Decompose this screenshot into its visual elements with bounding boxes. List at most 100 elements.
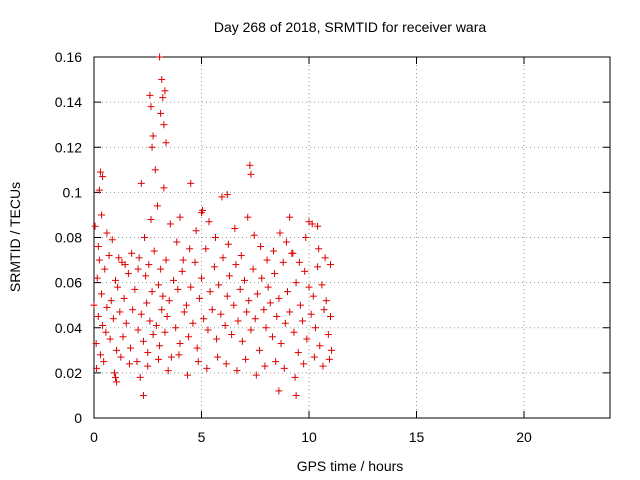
data-point xyxy=(127,344,135,352)
data-point xyxy=(155,281,162,289)
data-point xyxy=(189,319,197,327)
data-point xyxy=(142,272,150,280)
data-point xyxy=(200,315,208,323)
y-tick-label: 0.1 xyxy=(63,184,83,200)
data-point xyxy=(187,179,195,187)
data-point xyxy=(161,328,169,336)
data-point xyxy=(108,236,116,244)
x-tick-label: 5 xyxy=(198,429,206,445)
data-point xyxy=(98,211,106,219)
data-point xyxy=(202,245,210,253)
data-point xyxy=(149,331,157,339)
data-point xyxy=(106,335,114,343)
data-point xyxy=(214,353,222,361)
data-point xyxy=(184,371,192,379)
data-point xyxy=(289,249,297,257)
data-point xyxy=(109,315,117,323)
data-point xyxy=(286,308,294,316)
data-point xyxy=(309,292,317,300)
data-point xyxy=(324,331,332,339)
data-point xyxy=(159,94,167,102)
y-tick-label: 0.06 xyxy=(55,275,82,291)
data-point xyxy=(137,310,145,318)
data-point xyxy=(113,346,121,354)
x-tick-label: 15 xyxy=(409,429,425,445)
data-point xyxy=(94,243,102,251)
data-point xyxy=(99,321,107,329)
data-point xyxy=(245,297,253,305)
data-point xyxy=(319,362,327,370)
data-point xyxy=(166,220,174,228)
data-point xyxy=(320,306,328,314)
data-point xyxy=(256,346,264,354)
data-point xyxy=(303,335,311,343)
data-point xyxy=(144,362,152,370)
data-point xyxy=(257,243,265,251)
data-point xyxy=(125,360,133,368)
data-point xyxy=(156,53,164,61)
data-point xyxy=(315,245,323,253)
data-point xyxy=(102,328,110,336)
data-point xyxy=(162,256,170,264)
data-point xyxy=(281,319,289,327)
data-point xyxy=(96,351,104,359)
data-point xyxy=(198,209,205,217)
data-point xyxy=(158,76,166,84)
y-tick-label: 0 xyxy=(74,410,82,426)
data-point xyxy=(159,292,167,300)
data-point xyxy=(305,218,313,226)
data-point xyxy=(167,353,175,361)
data-point xyxy=(174,285,182,293)
data-point xyxy=(139,337,147,345)
data-point xyxy=(137,179,145,187)
data-point xyxy=(237,252,245,260)
data-point xyxy=(176,213,184,221)
data-point xyxy=(286,213,294,221)
x-tick-label: 20 xyxy=(516,429,532,445)
data-point xyxy=(222,360,230,368)
data-point xyxy=(148,288,156,296)
data-point xyxy=(149,132,157,140)
data-point xyxy=(172,324,180,332)
data-point xyxy=(160,184,168,192)
data-point xyxy=(270,247,278,255)
data-point xyxy=(161,87,169,95)
data-point xyxy=(145,261,153,269)
data-point xyxy=(228,331,236,339)
data-point xyxy=(193,344,201,352)
data-point xyxy=(327,261,334,269)
data-point xyxy=(280,364,288,372)
data-point xyxy=(231,224,239,232)
data-point xyxy=(247,326,255,334)
data-point xyxy=(133,358,141,366)
data-point xyxy=(119,333,127,341)
data-point xyxy=(282,238,290,246)
data-point xyxy=(243,308,251,316)
data-point xyxy=(107,297,115,305)
x-tick-label: 0 xyxy=(90,429,98,445)
data-point xyxy=(185,333,193,341)
y-tick-label: 0.08 xyxy=(55,230,82,246)
data-point xyxy=(300,360,308,368)
data-point xyxy=(90,301,98,309)
data-point xyxy=(325,355,333,363)
data-point xyxy=(163,312,171,320)
data-point xyxy=(232,261,240,269)
data-point xyxy=(192,227,200,235)
data-point xyxy=(96,168,104,176)
data-point xyxy=(224,240,232,248)
y-axis-label: SRMTID / TECUs xyxy=(7,182,23,292)
data-point xyxy=(186,245,194,253)
data-point xyxy=(276,229,284,237)
data-point xyxy=(178,267,186,275)
axis-ticks: 0 0.02 0.04 0.06 0.08 0.1 0.12 0.14 0.16 0 5 10 15 20 xyxy=(55,49,610,445)
data-point xyxy=(327,312,334,320)
data-point xyxy=(279,258,287,266)
data-point xyxy=(250,231,258,239)
data-point xyxy=(273,312,281,320)
data-point xyxy=(148,143,156,151)
data-point xyxy=(262,324,270,332)
data-point xyxy=(135,254,143,262)
data-point xyxy=(204,326,212,334)
data-point xyxy=(328,346,336,354)
